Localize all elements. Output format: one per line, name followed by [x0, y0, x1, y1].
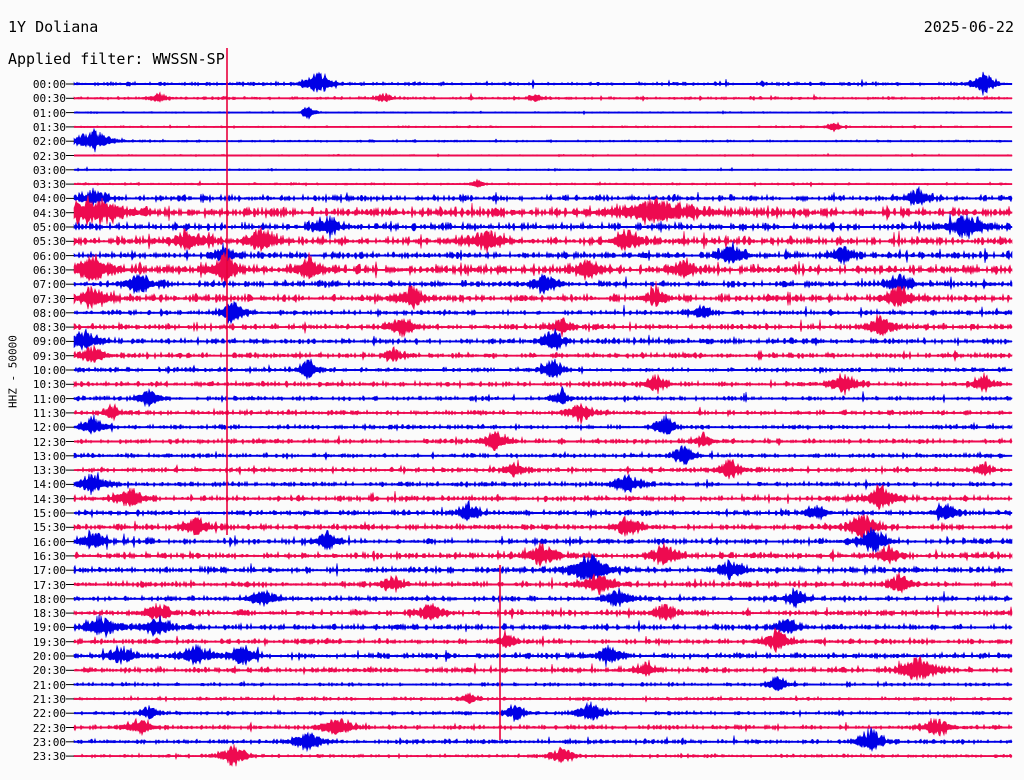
trace-1200 — [73, 414, 1013, 435]
time-label-1130: 11:30 — [32, 406, 66, 420]
time-label-0430: 04:30 — [32, 206, 66, 220]
time-label-1030: 10:30 — [32, 378, 66, 392]
time-label-0130: 01:30 — [32, 120, 66, 134]
time-label-2000: 20:00 — [32, 650, 66, 663]
time-label-0730: 07:30 — [32, 292, 66, 306]
time-label-2230: 22:30 — [32, 721, 66, 735]
time-label-2300: 23:00 — [32, 735, 66, 749]
time-label-2100: 21:00 — [32, 678, 66, 692]
time-label-1300: 13:00 — [32, 449, 66, 463]
trace-0830 — [73, 313, 1013, 338]
time-label-1600: 16:00 — [32, 535, 66, 549]
time-label-0600: 06:00 — [32, 249, 66, 263]
trace-0630 — [73, 252, 1013, 284]
time-label-0030: 00:30 — [32, 92, 66, 106]
time-label-1800: 18:00 — [32, 592, 66, 606]
trace-0030 — [73, 91, 1013, 103]
time-label-0400: 04:00 — [32, 192, 66, 206]
time-label-1230: 12:30 — [32, 435, 66, 449]
time-label-1100: 11:00 — [32, 392, 66, 406]
trace-1430 — [73, 484, 1013, 511]
time-label-2200: 22:00 — [32, 707, 66, 721]
trace-1830 — [73, 603, 1013, 622]
time-label-1930: 19:30 — [32, 635, 66, 649]
time-label-0830: 08:30 — [32, 321, 66, 335]
time-label-2030: 20:30 — [32, 664, 66, 678]
time-label-0700: 07:00 — [32, 278, 66, 292]
time-label-1700: 17:00 — [32, 564, 66, 578]
time-label-0800: 08:00 — [32, 306, 66, 320]
time-label-1730: 17:30 — [32, 578, 66, 592]
time-label-1400: 14:00 — [32, 478, 66, 492]
time-label-0000: 00:00 — [32, 78, 66, 91]
trace-0600 — [73, 241, 1013, 265]
trace-2030 — [73, 655, 1013, 681]
trace-0930 — [73, 344, 1013, 363]
time-label-0500: 05:00 — [32, 221, 66, 234]
trace-0400 — [73, 185, 1013, 208]
time-label-1630: 16:30 — [32, 549, 66, 563]
station-title: 1Y Doliana — [8, 18, 99, 36]
time-label-0300: 03:00 — [32, 163, 66, 177]
time-label-0530: 05:30 — [32, 235, 66, 249]
trace-1930 — [73, 627, 1013, 654]
time-label-0900: 09:00 — [32, 335, 66, 349]
time-label-1530: 15:30 — [32, 521, 66, 535]
time-label-0200: 02:00 — [32, 135, 66, 149]
trace-1100 — [73, 385, 1013, 408]
time-label-2130: 21:30 — [32, 692, 66, 706]
trace-1500 — [73, 499, 1013, 522]
time-label-0630: 06:30 — [32, 263, 66, 277]
trace-0530 — [73, 226, 1013, 254]
trace-2200 — [73, 701, 1013, 722]
time-label-1500: 15:00 — [32, 507, 66, 520]
trace-1730 — [73, 572, 1013, 596]
time-label-0230: 02:30 — [32, 149, 66, 163]
trace-2300 — [73, 727, 1013, 753]
time-label-1900: 19:00 — [32, 621, 66, 635]
trace-1900 — [73, 614, 1013, 639]
time-label-1200: 12:00 — [32, 421, 66, 435]
record-date: 2025-06-22 — [923, 18, 1014, 36]
time-label-1430: 14:30 — [32, 492, 66, 506]
applied-filter-label: Applied filter: WWSSN-SP — [8, 50, 225, 68]
trace-1000 — [73, 358, 1013, 381]
time-label-0330: 03:30 — [32, 178, 66, 192]
time-label-1330: 13:30 — [32, 464, 66, 478]
time-label-0100: 01:00 — [32, 106, 66, 120]
time-label-1000: 10:00 — [32, 364, 66, 377]
time-label-0930: 09:30 — [32, 349, 66, 363]
time-label-1830: 18:30 — [32, 607, 66, 621]
time-label-2330: 23:30 — [32, 750, 66, 764]
trace-1600 — [73, 527, 1013, 554]
